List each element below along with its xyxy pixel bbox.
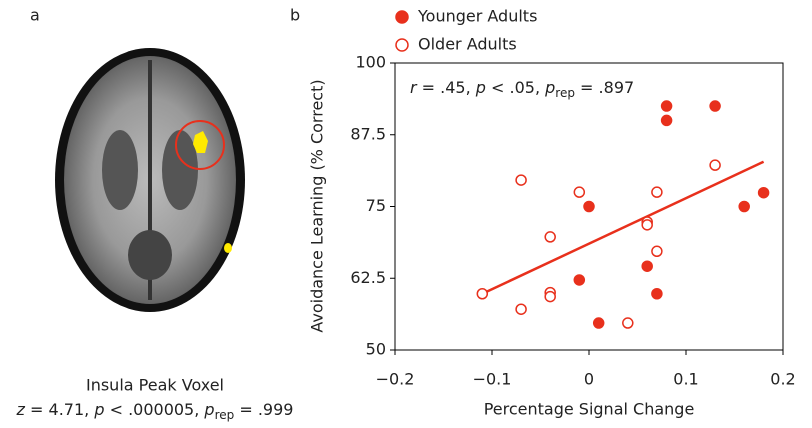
stat: = .45, xyxy=(417,78,476,97)
point xyxy=(709,100,721,112)
stat: = .999 xyxy=(234,400,293,419)
point xyxy=(738,200,750,213)
point xyxy=(573,186,586,198)
x-tick-label: 0.2 xyxy=(770,370,795,389)
point xyxy=(583,200,595,213)
point xyxy=(515,174,527,186)
panel-label: b xyxy=(290,6,300,25)
stat: rep xyxy=(555,86,575,100)
x-tick-label: 0.1 xyxy=(673,370,698,389)
point xyxy=(651,287,663,300)
x-axis-title: Percentage Signal Change xyxy=(484,400,695,419)
stat: p xyxy=(544,78,555,97)
activation xyxy=(224,243,232,253)
stat: p xyxy=(475,78,486,97)
point xyxy=(709,159,721,171)
cerebellum xyxy=(128,230,172,280)
y-axis-title: Avoidance Learning (% Correct) xyxy=(308,79,327,332)
point xyxy=(592,317,605,329)
panel-label: a xyxy=(30,6,40,25)
stat: = 4.71, xyxy=(25,400,94,419)
stat: p xyxy=(203,400,214,419)
point xyxy=(660,100,673,112)
x-tick-label: −0.1 xyxy=(473,370,512,389)
point xyxy=(476,287,489,300)
stat: p xyxy=(93,400,104,419)
y-tick-label: 87.5 xyxy=(350,124,386,143)
legend-label: Older Adults xyxy=(418,35,517,54)
point xyxy=(651,245,663,258)
point xyxy=(515,303,527,315)
ventricle xyxy=(102,130,138,210)
point xyxy=(641,219,653,231)
point xyxy=(544,290,556,303)
point xyxy=(544,231,556,243)
x-tick-label: −0.2 xyxy=(376,370,415,389)
point xyxy=(641,260,653,272)
stat: r xyxy=(410,78,418,97)
legend-label: Younger Adults xyxy=(417,7,537,26)
legend-marker xyxy=(395,38,409,52)
y-tick-label: 100 xyxy=(355,53,386,72)
stat: = .897 xyxy=(575,78,634,97)
ventricle xyxy=(162,130,198,210)
point xyxy=(651,186,663,198)
caption: Insula Peak Voxel xyxy=(86,376,224,395)
point xyxy=(573,274,586,286)
trend-line xyxy=(481,160,765,295)
y-tick-label: 62.5 xyxy=(350,268,386,287)
caption-stats: z = 4.71, p < .000005, prep = .999 xyxy=(16,400,294,422)
x-tick-label: 0 xyxy=(584,370,594,389)
stat: < .000005, xyxy=(104,400,204,419)
stat: z xyxy=(16,400,26,419)
stat: < .05, xyxy=(486,78,545,97)
highlight-circle xyxy=(175,120,225,170)
y-tick-label: 75 xyxy=(366,196,386,215)
point xyxy=(660,114,673,127)
activation xyxy=(193,131,208,153)
legend-marker xyxy=(395,10,409,24)
y-tick-label: 50 xyxy=(366,340,386,359)
point xyxy=(622,317,634,329)
stat: rep xyxy=(215,408,235,422)
point xyxy=(757,186,770,199)
annotation: r = .45, p < .05, prep = .897 xyxy=(410,78,634,100)
